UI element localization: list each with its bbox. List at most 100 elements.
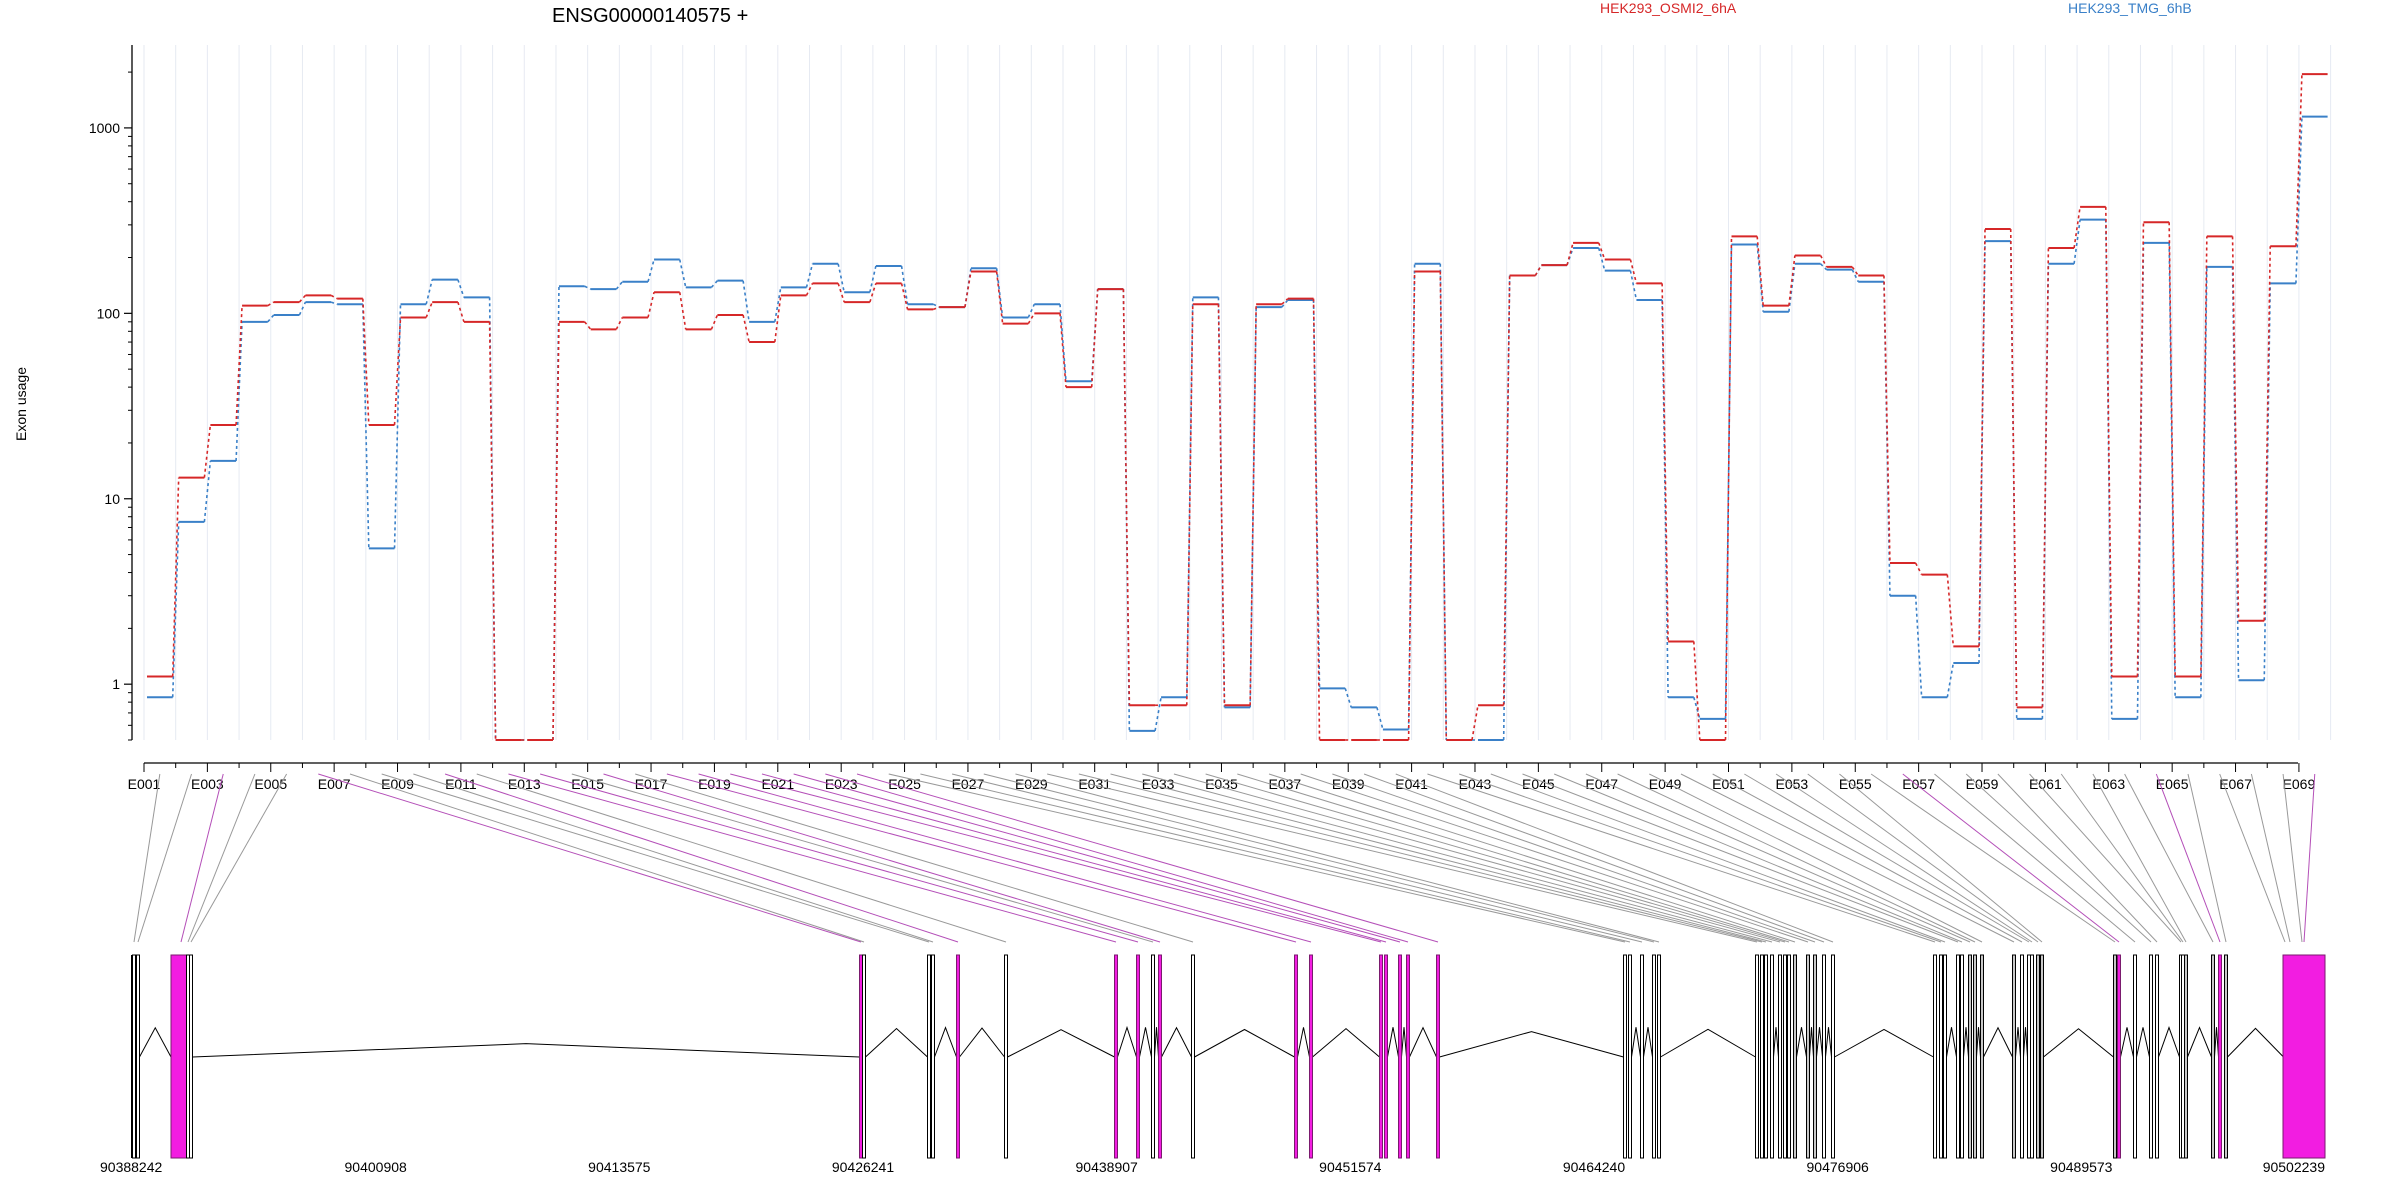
exon-connector (1712, 773, 2023, 943)
exon-block (1980, 954, 1984, 1159)
series-transition (1597, 247, 1606, 271)
exon-connector (444, 773, 959, 943)
y-axis: 1 10 100 1000 (89, 45, 133, 741)
intron-line (1773, 1027, 1779, 1058)
series-transition (2168, 242, 2176, 698)
series-transition (425, 301, 433, 318)
exon-block (189, 954, 193, 1159)
exon-tick-label: E049 (1649, 776, 1682, 792)
series-transition (235, 305, 243, 426)
exon-block (2133, 954, 2137, 1159)
exon-tick-label: E043 (1459, 776, 1492, 792)
exon-connector (349, 773, 865, 943)
intron-line (1387, 1027, 1399, 1058)
y-tick-label: 10 (104, 491, 120, 507)
intron-line (1312, 1028, 1380, 1058)
series-transition (995, 268, 1004, 318)
intron-line (139, 1026, 172, 1058)
intron-line (1825, 1027, 1832, 1058)
series-transition (1788, 255, 1796, 306)
exon-connector (793, 773, 1401, 943)
series-transition (1629, 259, 1638, 284)
series-transition (869, 265, 877, 293)
series-transition (932, 303, 940, 308)
series-transition (1851, 266, 1859, 276)
exon-connector (1807, 773, 2039, 943)
intron-line (1439, 1031, 1624, 1058)
intron-line (1983, 1026, 2013, 1058)
exon-block (1398, 954, 1402, 1159)
series-transition (710, 314, 719, 330)
genomic-coordinate-label: 90438907 (1076, 1159, 1139, 1175)
series-transition (964, 271, 972, 308)
exon-block (1004, 954, 1008, 1159)
series-transition (1312, 298, 1321, 741)
exon-connector (571, 773, 1154, 943)
exon-block (1939, 954, 1943, 1159)
intron-line (2227, 1027, 2284, 1058)
genomic-coordinate-label: 90388242 (100, 1159, 163, 1175)
exon-tick-label: E067 (2219, 776, 2252, 792)
exon-connector (1870, 773, 2116, 943)
exon-tick-label: E065 (2156, 776, 2189, 792)
series-transition (267, 301, 275, 307)
exon-connector (1902, 773, 2120, 943)
exon-connector (1395, 773, 1834, 943)
series-transition (330, 301, 338, 305)
intron-line (2187, 1026, 2212, 1058)
series-transition (2295, 74, 2303, 247)
genomic-coordinate-axis: 90388242 90400908 90413575 90426241 90438907… (100, 955, 2325, 1175)
exon-tick-label: E007 (318, 776, 351, 792)
intron-line (1409, 1026, 1437, 1058)
exon-connector (1142, 773, 1773, 943)
exon-block (2040, 954, 2044, 1159)
genomic-coordinate-label: 90502239 (2263, 1159, 2326, 1175)
series-transition (1439, 263, 1448, 741)
series-transition (425, 279, 433, 305)
series-transition (1312, 299, 1321, 689)
intron-line (2136, 1027, 2150, 1058)
series-transition (1820, 263, 1828, 271)
chart-title: ENSG00000140575 + (552, 5, 748, 27)
series-transition (298, 301, 307, 316)
exon-block (1760, 954, 1764, 1159)
series-transition (1027, 312, 1036, 325)
exon-connector (381, 773, 930, 943)
exon-gridlines (143, 45, 2332, 740)
exon-block (136, 954, 140, 1159)
intron-line (2158, 1026, 2180, 1058)
series-transition (1914, 595, 1923, 698)
exon-connector (888, 773, 1626, 943)
gene-model (132, 954, 2326, 1159)
intron-line (1161, 1026, 1192, 1058)
exon-block (2036, 954, 2040, 1159)
series-transition (2104, 206, 2113, 677)
exon-tick-label: E003 (191, 776, 224, 792)
series-transition (837, 263, 845, 293)
exon-tick-label: E057 (1902, 776, 1935, 792)
exon-connector (137, 773, 193, 943)
intron-line (1963, 1027, 1969, 1058)
exon-block (2211, 954, 2215, 1159)
intron-line (1139, 1027, 1152, 1058)
intron-line (1401, 1027, 1407, 1058)
intron-line (2043, 1028, 2114, 1058)
series-transition (2009, 228, 2018, 708)
y-tick-label: 1000 (89, 120, 120, 136)
exon-block (2117, 954, 2121, 1159)
exon-tick-label: E063 (2092, 776, 2125, 792)
series-transition (2041, 248, 2050, 708)
intron-line (934, 1026, 957, 1058)
exon-connector (2250, 773, 2291, 943)
series-transition (1027, 303, 1036, 318)
exon-connector (2092, 773, 2187, 943)
series-transition (1851, 269, 1859, 283)
exon-block (1933, 954, 1937, 1159)
exon-connector (1490, 773, 1946, 943)
exon-connector (1427, 773, 1936, 943)
exon-block (1960, 954, 1964, 1159)
exon-block (1436, 954, 1440, 1159)
series-transition (1281, 298, 1289, 305)
exon-block (1309, 954, 1313, 1159)
exon-block (1764, 954, 1768, 1159)
